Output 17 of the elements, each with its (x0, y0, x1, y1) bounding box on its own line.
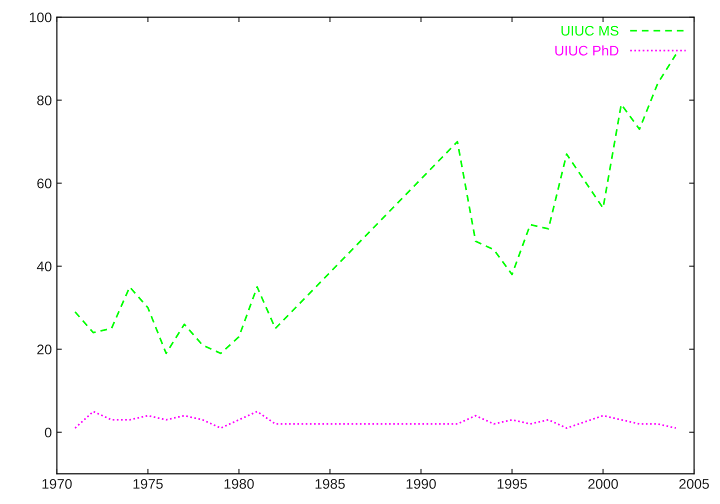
legend-label: UIUC MS (562, 26, 618, 36)
x-tick-label: 1985 (316, 478, 345, 489)
legend-label: UIUC PhD (555, 45, 618, 56)
x-tick-label: 1995 (498, 478, 527, 489)
line-series (74, 410, 677, 429)
y-tick-label: 100 (30, 12, 52, 22)
x-tick-label: 1970 (42, 478, 72, 489)
x-tick-label: 1990 (406, 478, 436, 489)
x-tick-label: 1975 (134, 478, 163, 489)
y-tick-label: 80 (37, 95, 52, 106)
y-tick-label: 60 (37, 178, 52, 188)
x-tick-label: 2005 (679, 478, 709, 489)
x-tick-label: 2000 (588, 478, 618, 489)
y-tick-label: 40 (36, 262, 52, 272)
y-tick-label: 20 (37, 344, 52, 354)
x-tick-label: 1980 (224, 478, 254, 489)
y-tick-label: 0 (44, 428, 52, 438)
